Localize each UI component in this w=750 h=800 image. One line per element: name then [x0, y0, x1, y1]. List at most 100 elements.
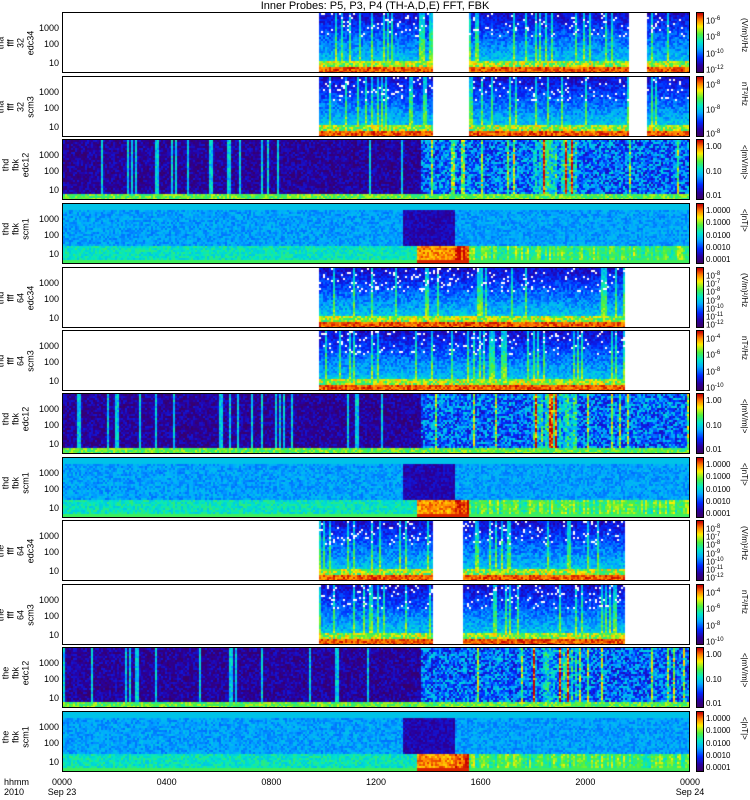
- colorbar-tick-label: 10-9: [706, 548, 721, 559]
- ylabel-line: fbk: [10, 666, 20, 679]
- y-tick-label: 100: [43, 420, 59, 431]
- y-tick-label: 100: [43, 294, 59, 305]
- colorbar-tick-label: 0.0001: [706, 509, 731, 518]
- x-tick-label: 0400: [156, 777, 177, 787]
- y-tick-label: 10: [48, 693, 59, 704]
- ylabel-line: thd: [0, 476, 10, 489]
- colorbar-tick-label: 10-10: [706, 383, 724, 393]
- y-tick-label: 10: [48, 122, 59, 133]
- colorbar-tick-label: 1.0000: [706, 206, 731, 215]
- y-tick-label: 10: [48, 503, 59, 514]
- ylabel-line: fff: [5, 38, 15, 47]
- y-tick-label: 100: [43, 674, 59, 685]
- colorbar-unit-label: nT²/Hz: [740, 82, 749, 106]
- ylabel-line: fff: [5, 610, 15, 619]
- colorbar-tick-label: 1.00: [706, 396, 722, 405]
- spectrogram-image: [63, 648, 689, 707]
- spectrogram-image: [63, 140, 689, 199]
- colorbar-tick-label: 0.0010: [706, 242, 731, 252]
- y-tick-label: 1000: [38, 277, 59, 288]
- ylabel-line: thd: [0, 412, 10, 425]
- colorbar-tick-label: 10-6: [706, 16, 721, 26]
- y-tick-label: 1000: [38, 467, 59, 478]
- colorbar-tick-label: 10-10: [706, 637, 724, 647]
- panel-ylabel: thd fbk edc12: [0, 134, 30, 195]
- y-tick-label: 1000: [38, 657, 59, 668]
- x-axis-side-label: hhmm: [4, 777, 30, 787]
- ylabel-line: fbk: [10, 412, 20, 425]
- colorbar-unit-label: (V/m)²/Hz: [740, 273, 749, 308]
- y-tick-label: 1000: [38, 22, 59, 33]
- colorbar-unit-label: nT²/Hz: [740, 336, 749, 360]
- colorbar-unit-label: <|mV/m|>: [740, 399, 749, 434]
- spectrogram-plot: [62, 267, 690, 328]
- colorbar-unit-label: <|mV/m|>: [740, 653, 749, 688]
- colorbar-tick-label: 10-8: [706, 540, 721, 550]
- colorbar: [696, 203, 704, 264]
- y-tick-label: 10: [48, 313, 59, 324]
- colorbar-tick-label: 10-12: [706, 573, 724, 583]
- colorbar-tick-label: 0.1000: [706, 726, 731, 736]
- x-tick-label: 0000: [51, 777, 73, 787]
- colorbar-tick-label: 0.10: [706, 420, 722, 430]
- ylabel-line: fff: [5, 356, 15, 365]
- colorbar: [696, 76, 704, 137]
- colorbar-tick-label: 0.1000: [706, 218, 731, 228]
- colorbar-unit-label: (V/m)²/Hz: [740, 526, 749, 561]
- ylabel-line: the: [0, 544, 5, 557]
- ylabel-line: fff: [5, 102, 15, 111]
- spectrogram-plot: [62, 457, 690, 518]
- ylabel-line: fbk: [10, 476, 20, 489]
- ylabel-line: tha: [0, 36, 5, 49]
- y-tick-label: 100: [43, 547, 59, 558]
- ylabel-line: 64: [15, 545, 25, 556]
- colorbar-tick-label: 0.0100: [706, 738, 731, 748]
- y-tick-label: 10: [48, 566, 59, 577]
- y-tick-label: 100: [43, 611, 59, 622]
- ylabel-line: the: [0, 608, 5, 621]
- colorbar-tick-label: 0.0010: [706, 750, 731, 760]
- y-tick-label: 100: [43, 166, 59, 177]
- y-tick-label: 10: [48, 630, 59, 641]
- y-tick-label: 100: [43, 39, 59, 50]
- panel-ylabel: thd fbk scm1: [0, 452, 30, 513]
- colorbar-unit-label: (V/m)²/Hz: [740, 18, 749, 53]
- colorbar-tick-label: 0.01: [706, 445, 722, 454]
- colorbar: [696, 12, 704, 73]
- x-tick-label: 0800: [261, 777, 282, 787]
- colorbar-unit-label: <|nT|>: [740, 209, 749, 232]
- y-tick-label: 10: [48, 58, 59, 69]
- colorbar-tick-label: 0.01: [706, 699, 722, 708]
- y-tick-label: 10: [48, 185, 59, 196]
- ylabel-line: fbk: [10, 730, 20, 743]
- y-tick-label: 100: [43, 230, 59, 241]
- panel-ylabel: the fbk scm1: [0, 706, 30, 767]
- colorbar-unit-label: <|nT|>: [740, 463, 749, 486]
- colorbar-unit-label: <|mV/m|>: [740, 145, 749, 180]
- colorbar-tick-label: 10-8: [706, 524, 721, 534]
- panel-ylabel: the fbk edc12: [0, 642, 30, 703]
- colorbar: [696, 267, 704, 328]
- y-tick-label: 1000: [38, 340, 59, 351]
- ylabel-line: the: [0, 666, 10, 679]
- y-tick-label: 10: [48, 757, 59, 768]
- spectrogram-plot: [62, 520, 690, 581]
- colorbar-tick-label: 10-8: [706, 271, 721, 281]
- colorbar-tick-label: 10-6: [706, 350, 721, 360]
- colorbar-tick-label: 10-8: [706, 32, 721, 42]
- colorbar-tick-label: 10-11: [706, 564, 724, 575]
- y-tick-label: 1000: [38, 530, 59, 541]
- colorbar-tick-label: 10-10: [706, 48, 724, 59]
- spectrogram-plot: [62, 647, 690, 708]
- y-tick-label: 1000: [38, 213, 59, 224]
- colorbar-unit-label: nT²/Hz: [740, 590, 749, 614]
- spectrogram-plot: [62, 393, 690, 454]
- ylabel-line: thd: [0, 158, 10, 171]
- ylabel-line: 64: [15, 609, 25, 620]
- ylabel-line: thd: [0, 291, 5, 304]
- ylabel-line: fff: [5, 293, 15, 302]
- colorbar: [696, 393, 704, 454]
- chart-title: Inner Probes: P5, P3, P4 (TH-A,D,E) FFT,…: [260, 0, 490, 12]
- y-tick-label: 1000: [38, 403, 59, 414]
- y-tick-label: 1000: [38, 594, 59, 605]
